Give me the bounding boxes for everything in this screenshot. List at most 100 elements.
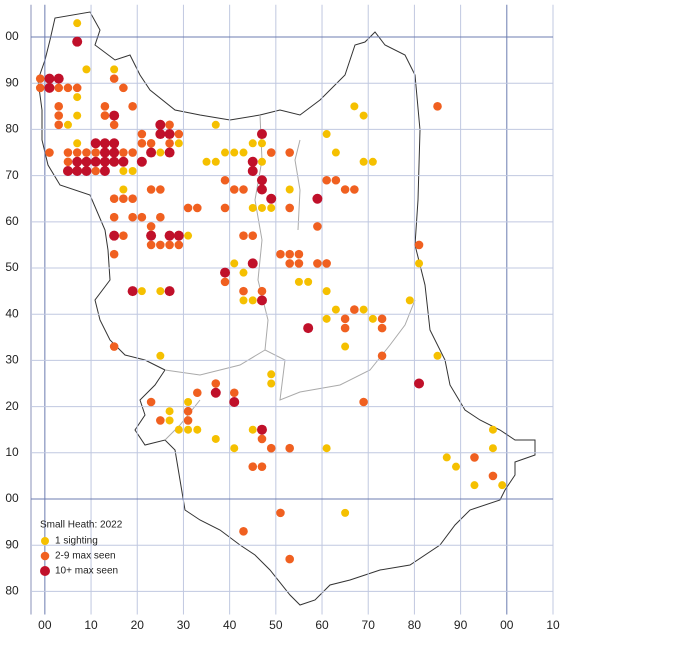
sighting-dot (294, 259, 304, 268)
sighting-dot (73, 139, 82, 148)
sighting-dot (247, 166, 258, 177)
sighting-dot (229, 185, 239, 194)
sighting-dot (470, 453, 479, 462)
sighting-dot (229, 388, 239, 398)
sighting-dot (331, 175, 341, 185)
x-tick-label: 00 (38, 618, 52, 632)
sighting-dot (313, 222, 322, 231)
sighting-dot (211, 379, 221, 388)
sighting-dot (72, 166, 83, 177)
sighting-dot (331, 305, 340, 314)
sighting-dot (109, 147, 120, 158)
sighting-dot (414, 378, 425, 389)
sighting-dot (146, 138, 156, 148)
sighting-dot (257, 157, 266, 166)
sighting-dot (174, 240, 184, 250)
sighting-dot (62, 166, 73, 177)
x-tick-label: 00 (500, 618, 514, 632)
sighting-dot (248, 296, 257, 305)
sighting-dot (239, 231, 248, 240)
x-tick-label: 90 (454, 618, 468, 632)
legend-title: Small Heath: 2022 (40, 520, 123, 531)
sighting-dot (82, 65, 91, 74)
y-tick-label: 80 (5, 584, 19, 598)
sighting-dot (220, 267, 231, 278)
sighting-dot (304, 277, 313, 286)
sighting-dot (193, 388, 202, 398)
sighting-dot (45, 148, 54, 157)
sighting-dot (119, 148, 128, 157)
sighting-dot (285, 148, 294, 157)
y-tick-label: 60 (5, 214, 19, 228)
x-tick-label: 80 (408, 618, 422, 632)
sighting-dot (415, 259, 424, 268)
sighting-dot (220, 277, 230, 287)
sighting-dot (202, 157, 211, 166)
sighting-dot (359, 305, 368, 314)
y-tick-label: 10 (5, 445, 19, 459)
sighting-dot (331, 148, 340, 157)
sighting-dot (211, 157, 220, 166)
sighting-dot (165, 120, 174, 130)
sighting-dot (63, 83, 73, 93)
sighting-dot (313, 259, 322, 268)
sighting-dot (164, 129, 175, 140)
x-tick-label: 40 (223, 618, 237, 632)
sighting-dot (267, 203, 276, 212)
sighting-dot (433, 351, 442, 360)
x-tick-label: 70 (362, 618, 376, 632)
sighting-dot (488, 444, 497, 453)
x-tick-label: 10 (546, 618, 560, 632)
sighting-dot (470, 481, 479, 490)
sighting-dot (156, 351, 165, 360)
sighting-dot (128, 167, 137, 176)
sighting-dot (54, 102, 64, 111)
sighting-dot (82, 148, 91, 157)
sighting-dot (256, 424, 267, 435)
sighting-dot (146, 147, 157, 158)
sighting-dot (146, 397, 156, 407)
sighting-dot (341, 342, 350, 351)
sighting-dot (248, 462, 258, 471)
sighting-dot (359, 157, 368, 166)
sighting-dot (119, 167, 128, 176)
sighting-dot (257, 286, 267, 296)
grid: 00 10 20 30 40 50 60 70 80 90 00 10 00 90 80 70 60 50 40 30… (5, 4, 560, 632)
sighting-dot (257, 462, 267, 471)
y-tick-label: 30 (5, 353, 19, 367)
sighting-dot (72, 148, 82, 157)
sighting-dot (44, 73, 55, 84)
sighting-dot (257, 203, 266, 212)
sighting-dot (340, 314, 350, 324)
sighting-dot (35, 83, 45, 93)
y-tick-label: 80 (5, 122, 19, 136)
sighting-dot (164, 286, 175, 297)
sighting-dot (266, 193, 277, 204)
sighting-dot (359, 111, 368, 120)
sighting-dot (137, 138, 147, 148)
sighting-dot (99, 156, 110, 167)
sighting-dot (73, 19, 82, 28)
sighting-dot (165, 416, 174, 425)
sighting-dot (210, 387, 221, 398)
sighting-dot (127, 286, 138, 297)
sighting-dot (109, 230, 120, 241)
sighting-dot (99, 147, 110, 158)
sighting-dot (285, 554, 294, 564)
sighting-dot (256, 184, 267, 195)
sighting-dot (100, 102, 110, 111)
sighting-dot (322, 130, 331, 139)
sighting-dot (248, 231, 258, 240)
sighting-dot (109, 194, 119, 204)
sighting-dot (285, 249, 294, 259)
legend-label: 1 sighting (55, 536, 98, 547)
y-tick-label: 20 (5, 399, 19, 413)
sighting-dot (72, 83, 82, 93)
sighting-dot (183, 406, 193, 416)
sighting-dot (91, 166, 100, 176)
y-tick-label: 40 (5, 306, 19, 320)
y-tick-label: 00 (5, 491, 19, 505)
sighting-dot (322, 314, 331, 323)
sighting-dot (156, 212, 165, 222)
